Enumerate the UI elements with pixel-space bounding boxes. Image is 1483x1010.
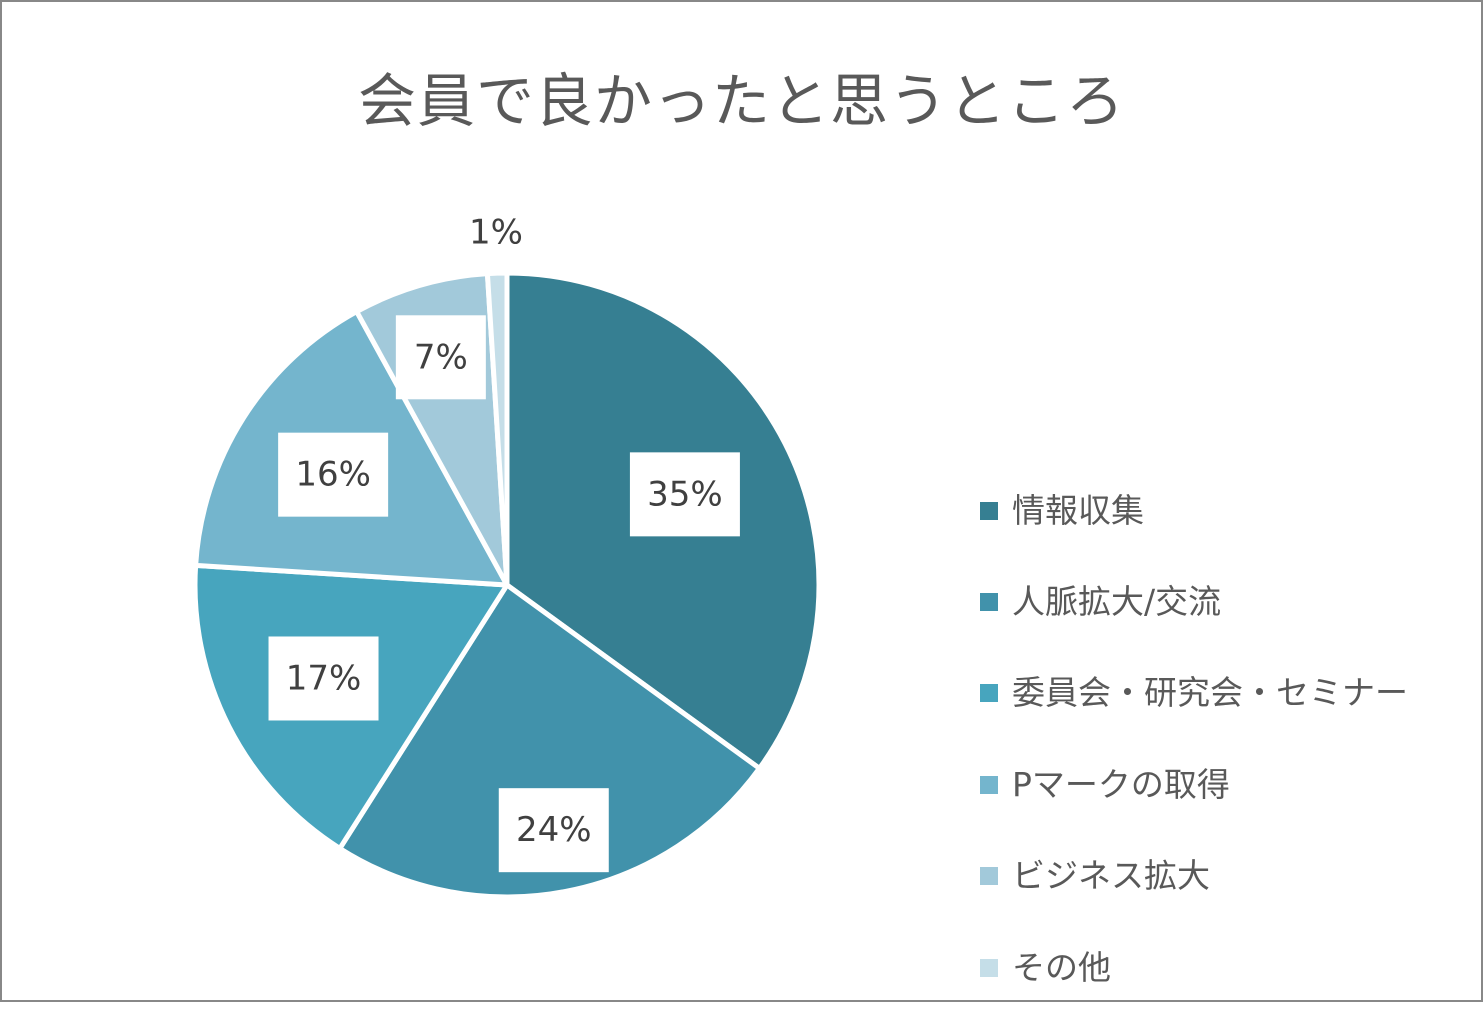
legend-item-1: 情報収集 <box>980 462 1408 553</box>
legend-label-1: 情報収集 <box>1012 490 1144 530</box>
legend-item-3: 委員会・研究会・セミナー <box>980 645 1408 736</box>
chart-title: 会員で良かったと思うところ <box>357 67 1125 135</box>
data-label-box-3 <box>268 636 379 721</box>
legend-swatch-6 <box>980 958 998 977</box>
data-label-6: 1% <box>469 213 523 253</box>
legend-label-2: 人脈拡大/交流 <box>1012 582 1222 622</box>
legend-swatch-1 <box>980 501 998 520</box>
data-label-2: 24% <box>516 810 592 850</box>
legend-label-4: Pマークの取得 <box>1012 764 1230 804</box>
legend-label-3: 委員会・研究会・セミナー <box>1012 673 1408 713</box>
data-label-box-4 <box>278 432 389 517</box>
data-label-box-1 <box>629 452 740 537</box>
legend-swatch-4 <box>980 775 998 794</box>
legend-item-2: 人脈拡大/交流 <box>980 553 1408 644</box>
legend-label-5: ビジネス拡大 <box>1012 856 1210 896</box>
legend-item-5: ビジネス拡大 <box>980 828 1408 919</box>
legend-item-6: その他 <box>980 919 1408 1010</box>
legend-item-4: Pマークの取得 <box>980 736 1408 827</box>
legend-swatch-3 <box>980 684 998 703</box>
pie-slice-6 <box>484 270 510 588</box>
legend-label-6: その他 <box>1012 947 1111 987</box>
legend-swatch-2 <box>980 593 998 612</box>
data-label-box-5 <box>395 315 486 400</box>
data-label-4: 16% <box>295 455 371 495</box>
data-label-box-2 <box>498 788 609 873</box>
legend-swatch-5 <box>980 867 998 886</box>
data-label-3: 17% <box>286 658 362 698</box>
legend: 情報収集人脈拡大/交流委員会・研究会・セミナー Pマークの取得 ビジネス拡大 その他 <box>980 462 1408 1010</box>
pie-slice-2 <box>337 582 762 900</box>
data-label-5: 7% <box>414 337 468 377</box>
data-label-1: 35% <box>647 474 723 514</box>
